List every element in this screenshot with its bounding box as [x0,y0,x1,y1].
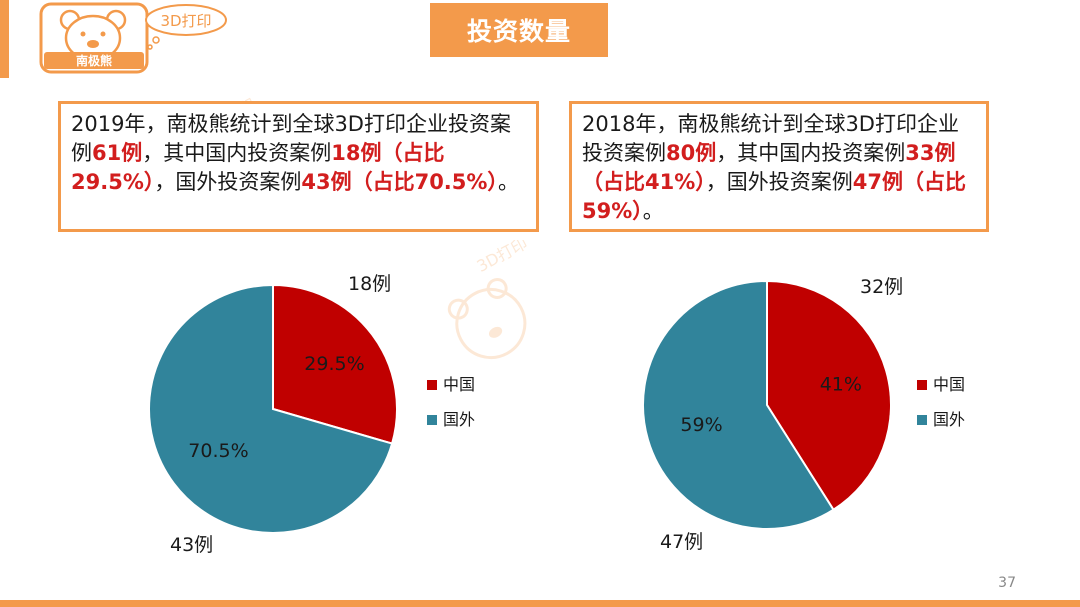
brand-logo: 南极熊 3D打印 [28,0,238,84]
logo-name: 南极熊 [76,53,112,68]
legend-swatch [917,380,927,390]
legend-label: 中国 [443,375,475,394]
summary-2018: 2018年，南极熊统计到全球3D打印企业投资案例80例，其中国内投资案例33例（… [569,101,989,232]
summary-2018-text: 。 [642,199,664,223]
legend-label: 中国 [933,375,965,394]
pie-count-label: 32例 [860,276,903,298]
pie-count-label: 43例 [170,534,213,556]
summary-2018-china: 33例（占比41%） [582,141,956,194]
watermark-logo: 3D打印 [430,233,560,384]
logo-brand: 3D打印 [160,12,211,30]
pie-count-label: 18例 [348,273,391,295]
legend-swatch [427,415,437,425]
summary-2019: 2019年，南极熊统计到全球3D打印企业投资案例61例，其中国内投资案例18例（… [58,101,539,232]
legend-swatch [917,415,927,425]
summary-2019-foreign: 43例（占比70.5%） [301,170,498,194]
summary-2018-text: 2018年，南极熊统计到全球3D打印企业投资案例 [582,112,959,165]
bottom-accent-bar [0,600,1080,607]
page-title: 投资数量 [430,3,608,57]
summary-2019-total: 61例 [92,141,143,165]
summary-2018-text: ，国外投资案例 [705,170,853,194]
legend-label: 国外 [933,410,965,429]
summary-2019-text: ，其中国内投资案例 [142,141,332,165]
pie-percent-label: 29.5% [304,353,364,375]
summary-2018-text: ，其中国内投资案例 [716,141,906,165]
pie-slice-foreign [642,279,835,530]
summary-2018-foreign: 47例（占比59%） [582,170,966,223]
pie-count-label: 47例 [660,531,703,553]
legend-label: 国外 [443,410,475,429]
left-accent-bar [0,0,9,78]
summary-2019-china: 18例（占比 29.5%） [71,141,445,194]
pie-percent-label: 59% [680,414,722,436]
pie-percent-label: 41% [820,374,862,396]
summary-2018-total: 80例 [666,141,717,165]
pie-slice-foreign [148,283,394,534]
summary-2019-text: ，国外投资案例 [154,170,302,194]
pie-slice-china [272,283,398,445]
page-number: 37 [998,575,1016,591]
summary-2019-text: 2019年，南极熊统计到全球3D打印企业投资案例 [71,112,511,165]
legend-swatch [427,380,437,390]
pie-percent-label: 70.5% [188,440,248,462]
summary-2019-text: 。 [497,170,519,194]
